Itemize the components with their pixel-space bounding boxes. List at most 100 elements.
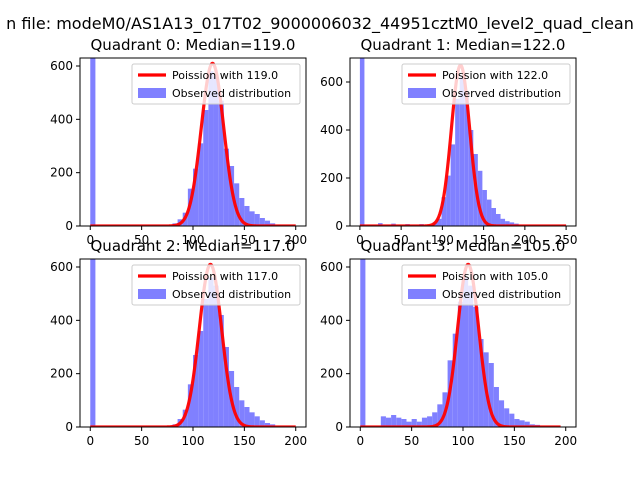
subplot-title: Quadrant 3: Median=105.0: [361, 237, 566, 255]
y-tick-label: 400: [50, 112, 73, 126]
histogram-bar: [359, 58, 365, 226]
histogram-bar: [187, 384, 193, 427]
histogram-bar: [495, 214, 501, 226]
histogram-bar: [90, 259, 96, 427]
legend: Poission with 122.0 Observed distribution: [401, 63, 571, 105]
histogram-bar: [437, 218, 442, 226]
histogram-bar: [457, 301, 463, 427]
histogram-bar: [259, 218, 265, 226]
x-tick-label: 100: [452, 434, 475, 448]
legend-label-fit: Poission with 122.0: [442, 69, 548, 82]
histogram-bar: [504, 408, 510, 427]
histogram-bar: [401, 419, 407, 427]
histogram-bar: [198, 331, 204, 427]
histogram-bar: [493, 387, 499, 427]
histogram-bar: [391, 415, 397, 427]
histogram-bar: [459, 77, 465, 226]
histogram-bar: [509, 222, 515, 226]
histogram-bar: [488, 363, 494, 427]
subplot-1: 0 50 100 150 200 250 0 200 400 600 Quadrant 1: Med…: [320, 36, 577, 247]
histogram-bar: [385, 417, 392, 427]
subplot-2: 0 50 100 150 200 0 200 400 600 Quadrant 2: Median…: [50, 237, 307, 448]
legend-box: [131, 264, 301, 306]
legend-label-observed: Observed distribution: [442, 288, 561, 301]
histogram-bar: [427, 416, 433, 427]
y-tick-label: 200: [320, 367, 343, 381]
legend: Poission with 119.0 Observed distribution: [131, 63, 301, 105]
legend-bar-swatch: [408, 88, 436, 98]
x-tick-label: 100: [182, 434, 205, 448]
legend-label-observed: Observed distribution: [172, 288, 291, 301]
histogram-bar: [406, 421, 412, 427]
histogram-bar: [360, 259, 366, 427]
y-tick-label: 600: [320, 260, 343, 274]
x-tick-label: 200: [513, 233, 536, 247]
histogram-bar: [463, 277, 469, 427]
poisson-fit-line: [89, 262, 297, 427]
histogram-bar: [452, 333, 458, 427]
x-tick-label: 50: [134, 434, 149, 448]
histogram-bar: [509, 413, 515, 427]
histogram-bar: [519, 420, 525, 427]
histogram-bar: [464, 91, 469, 226]
histogram-bar: [264, 220, 271, 226]
histogram-bar: [524, 421, 530, 427]
histogram-bar: [264, 423, 271, 427]
y-tick-label: 600: [50, 260, 73, 274]
histogram-bar: [213, 285, 219, 427]
y-tick-label: 200: [320, 171, 343, 185]
legend-box: [131, 63, 301, 105]
y-tick-label: 400: [320, 123, 343, 137]
x-tick-label: 50: [393, 233, 408, 247]
x-tick-label: 0: [356, 233, 364, 247]
histogram-bar: [468, 285, 474, 427]
histogram-bar: [198, 143, 204, 226]
axes-frame: [349, 57, 577, 227]
x-tick-label: 50: [134, 233, 149, 247]
plot-area: [89, 259, 297, 427]
x-tick-label: 150: [503, 434, 526, 448]
subplot-0: 0 50 100 150 200 0 200 400 600 Quadrant 0: Median…: [50, 36, 307, 247]
histogram-bar: [90, 58, 96, 226]
y-tick-label: 400: [320, 313, 343, 327]
y-tick-label: 0: [335, 420, 343, 434]
histogram-bar: [203, 299, 209, 427]
histogram-bar: [468, 130, 474, 226]
histogram-bar: [239, 198, 245, 226]
histogram-bar: [477, 170, 483, 226]
histogram-bar: [259, 420, 265, 427]
histogram-bar: [505, 221, 510, 226]
histogram-bar: [223, 347, 229, 427]
histogram-bar: [213, 76, 219, 226]
histogram-bar: [473, 307, 479, 427]
histogram-bar: [218, 100, 224, 226]
histogram-bar: [421, 417, 428, 427]
histogram-bar: [218, 315, 224, 427]
subplot-title: Quadrant 2: Median=117.0: [91, 237, 296, 255]
histogram-bar: [193, 168, 199, 226]
legend-bar-swatch: [138, 289, 166, 299]
histogram-bar: [491, 208, 496, 226]
histogram-bar: [478, 339, 484, 427]
x-tick-label: 150: [233, 233, 256, 247]
histogram-bar: [193, 355, 199, 427]
x-tick-label: 200: [554, 434, 577, 448]
x-tick-label: 150: [233, 434, 256, 448]
histogram-bar: [254, 214, 260, 226]
y-tick-label: 200: [50, 367, 73, 381]
x-tick-label: 200: [284, 233, 307, 247]
histogram-bar: [441, 197, 447, 226]
legend: Poission with 105.0 Observed distribution: [401, 264, 571, 306]
histogram-bar: [416, 421, 422, 427]
histogram-bar: [208, 277, 214, 427]
histogram-bar: [234, 387, 240, 427]
histogram-bar: [244, 206, 250, 226]
histogram-bar: [498, 400, 505, 427]
y-tick-label: 0: [65, 420, 73, 434]
histogram-bar: [203, 110, 209, 226]
legend-label-fit: Poission with 119.0: [172, 69, 278, 82]
legend-label-fit: Poission with 117.0: [172, 270, 278, 283]
x-tick-label: 200: [284, 434, 307, 448]
legend-label-fit: Poission with 105.0: [442, 270, 548, 283]
histogram-bar: [249, 412, 255, 427]
